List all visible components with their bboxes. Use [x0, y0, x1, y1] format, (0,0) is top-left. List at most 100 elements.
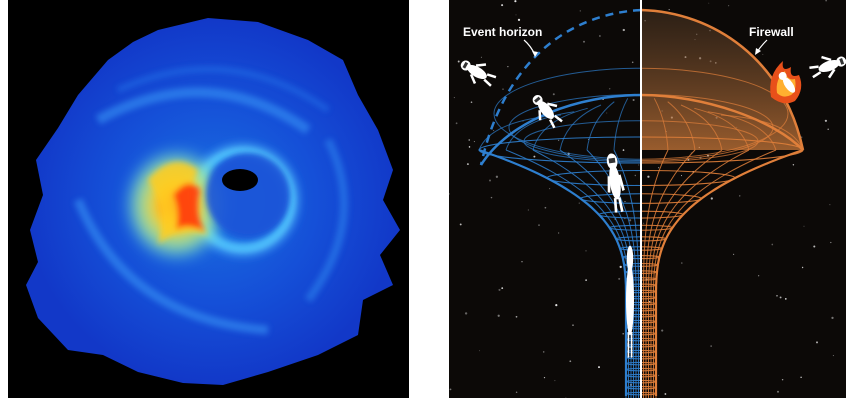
- star: [776, 390, 780, 393]
- astronaut-icon: [809, 55, 846, 79]
- star: [800, 376, 802, 379]
- star: [468, 139, 470, 141]
- star: [598, 366, 600, 369]
- star: [521, 261, 523, 263]
- star: [792, 164, 795, 166]
- funnel-grid-meridian: [587, 102, 614, 150]
- star: [502, 88, 504, 90]
- star: [619, 265, 622, 269]
- star: [801, 136, 803, 138]
- star: [558, 232, 560, 234]
- star: [829, 204, 831, 206]
- star: [622, 149, 625, 151]
- star: [618, 277, 621, 280]
- star: [599, 35, 601, 37]
- firewall-diagram: Event horizon Firewall: [449, 0, 846, 398]
- funnel-grid-meridian: [613, 149, 639, 398]
- star: [459, 223, 462, 226]
- star: [557, 139, 560, 142]
- funnel-grid-ring: [493, 67, 641, 160]
- star: [565, 396, 567, 398]
- funnel-grid-meridian: [694, 107, 750, 151]
- star: [470, 101, 473, 103]
- funnel-grid-meridian: [479, 150, 626, 398]
- star: [480, 56, 482, 58]
- black-hole-shadow: [222, 169, 258, 191]
- funnel-outline: [654, 148, 804, 396]
- star: [542, 351, 545, 353]
- star: [776, 294, 778, 297]
- star: [549, 188, 551, 190]
- star: [515, 315, 518, 318]
- funnel-grid-ring: [523, 120, 641, 163]
- star: [538, 224, 540, 226]
- funnel-grid-meridian: [655, 149, 804, 398]
- star: [643, 222, 645, 224]
- funnel-grid-meridian: [559, 104, 602, 151]
- star: [781, 378, 784, 381]
- star: [762, 53, 764, 55]
- star: [803, 225, 805, 227]
- star: [681, 175, 682, 177]
- funnel-grid-ring: [508, 94, 641, 161]
- star: [490, 196, 493, 199]
- black-hole-image: [8, 0, 409, 398]
- star: [827, 128, 829, 131]
- star: [624, 201, 626, 202]
- star: [585, 279, 587, 281]
- disk-swirls: [73, 66, 348, 335]
- star: [515, 391, 518, 394]
- star: [758, 275, 760, 277]
- star: [779, 296, 782, 299]
- star: [658, 167, 660, 169]
- star: [681, 262, 683, 264]
- star: [784, 298, 787, 300]
- firewall-label: Firewall: [749, 25, 794, 39]
- star: [493, 130, 495, 132]
- funnel-grid-meridian: [651, 150, 749, 398]
- star: [464, 312, 468, 315]
- star: [453, 97, 455, 99]
- star: [647, 175, 650, 178]
- star: [449, 193, 450, 195]
- star: [728, 5, 730, 7]
- funnel-grid-meridian: [680, 104, 723, 151]
- star: [824, 119, 828, 122]
- funnel-grid-meridian: [532, 107, 588, 151]
- star: [501, 4, 504, 7]
- star: [632, 98, 635, 102]
- star: [624, 218, 626, 220]
- star: [569, 360, 572, 363]
- star: [708, 2, 710, 4]
- star: [495, 175, 499, 178]
- star: [517, 18, 521, 22]
- star: [661, 329, 664, 332]
- event-horizon-label: Event horizon: [463, 25, 542, 39]
- star: [608, 88, 611, 90]
- star: [801, 266, 804, 269]
- funnel-grid-ring: [641, 67, 789, 160]
- wormhole-funnel-diagram: Event horizon Firewall: [449, 0, 846, 398]
- star: [664, 393, 667, 395]
- star: [479, 350, 481, 352]
- star: [634, 174, 636, 177]
- hot-flames: [148, 162, 208, 245]
- star: [579, 10, 581, 12]
- funnel-grid-meridian: [559, 149, 634, 398]
- star: [732, 253, 735, 256]
- funnel-grid-meridian: [478, 149, 627, 398]
- star: [622, 28, 625, 32]
- star: [555, 304, 558, 307]
- star: [638, 164, 640, 166]
- star: [631, 61, 634, 64]
- funnel-grid-meridian: [614, 98, 628, 150]
- star: [830, 241, 832, 244]
- star: [572, 324, 574, 326]
- funnel-grid-meridian: [654, 150, 777, 398]
- star: [583, 40, 585, 43]
- funnel-grid-meridian: [656, 150, 803, 398]
- funnel-grid-meridian: [707, 111, 777, 151]
- funnel-grid-meridian: [643, 149, 669, 398]
- star: [578, 202, 580, 204]
- astronaut-icon: [626, 245, 634, 358]
